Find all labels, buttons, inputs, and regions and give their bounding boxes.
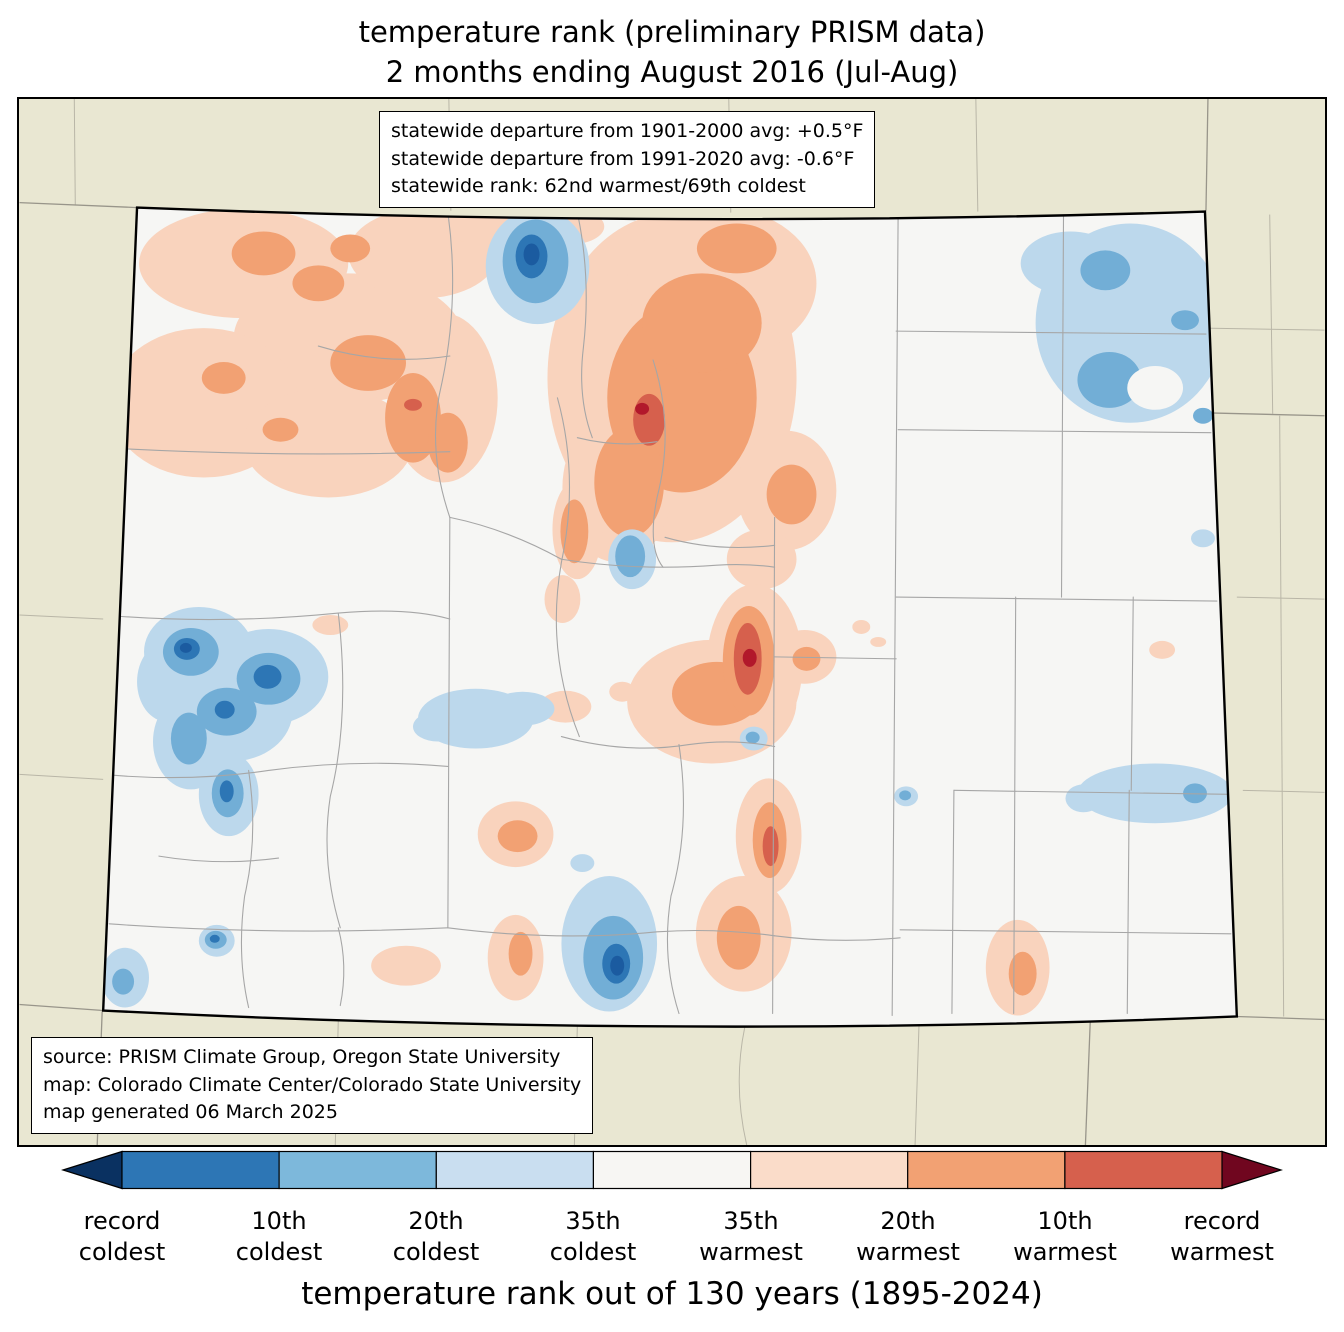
colorbar-right-arrow xyxy=(1221,1150,1283,1190)
colorbar-label-20th-warmest: 20th warmest xyxy=(856,1207,960,1266)
colorbar-label-10th-coldest: 10th coldest xyxy=(235,1207,323,1266)
colorado-map xyxy=(19,99,1325,1145)
colorbar-segment xyxy=(1064,1150,1223,1190)
colorbar-segment xyxy=(435,1150,595,1190)
colorbar-caption: temperature rank out of 130 years (1895-… xyxy=(301,1276,1043,1312)
colorbar-label-record-coldest: record coldest xyxy=(78,1207,166,1266)
colorbar-label-35th-warmest: 35th warmest xyxy=(699,1207,803,1266)
colorbar-segment xyxy=(749,1150,909,1190)
colorbar-segment xyxy=(278,1150,437,1190)
county-borders xyxy=(103,212,1232,1017)
source-line-1: source: PRISM Climate Group, Oregon Stat… xyxy=(43,1046,561,1068)
source-line-3: map generated 06 March 2025 xyxy=(43,1101,338,1123)
map-frame: statewide departure from 1901-2000 avg: … xyxy=(17,97,1327,1147)
colorbar-left-arrow xyxy=(61,1150,123,1190)
page-title: temperature rank (preliminary PRISM data… xyxy=(0,12,1344,92)
colorbar xyxy=(61,1150,1283,1190)
stats-box: statewide departure from 1901-2000 avg: … xyxy=(379,111,876,208)
title-line-1: temperature rank (preliminary PRISM data… xyxy=(358,15,986,49)
colorbar-segment xyxy=(592,1150,752,1190)
colorbar-label-record-warmest: record warmest xyxy=(1170,1207,1274,1266)
source-line-2: map: Colorado Climate Center/Colorado St… xyxy=(43,1073,582,1096)
colorbar-label-20th-coldest: 20th coldest xyxy=(392,1207,480,1266)
warm-anomaly-blobs xyxy=(109,207,1176,1016)
source-box: source: PRISM Climate Group, Oregon Stat… xyxy=(31,1037,594,1134)
colorbar-segment xyxy=(907,1150,1066,1190)
colorbar-segment xyxy=(121,1150,280,1190)
title-line-2: 2 months ending August 2016 (Jul-Aug) xyxy=(385,55,959,89)
colorbar-legend: record coldest 10th coldest 20th coldest… xyxy=(61,1150,1283,1290)
stats-line-3: statewide rank: 62nd warmest/69th coldes… xyxy=(391,175,806,197)
colorbar-label-10th-warmest: 10th warmest xyxy=(1013,1207,1117,1266)
colorbar-label-35th-coldest: 35th coldest xyxy=(549,1207,637,1266)
stats-line-1: statewide departure from 1901-2000 avg: … xyxy=(391,120,864,142)
cold-anomaly-blobs xyxy=(103,208,1233,1012)
stats-line-2: statewide departure from 1991-2020 avg: … xyxy=(391,147,855,170)
state-border xyxy=(101,206,1239,1028)
anomaly-blobs xyxy=(103,207,1233,1016)
